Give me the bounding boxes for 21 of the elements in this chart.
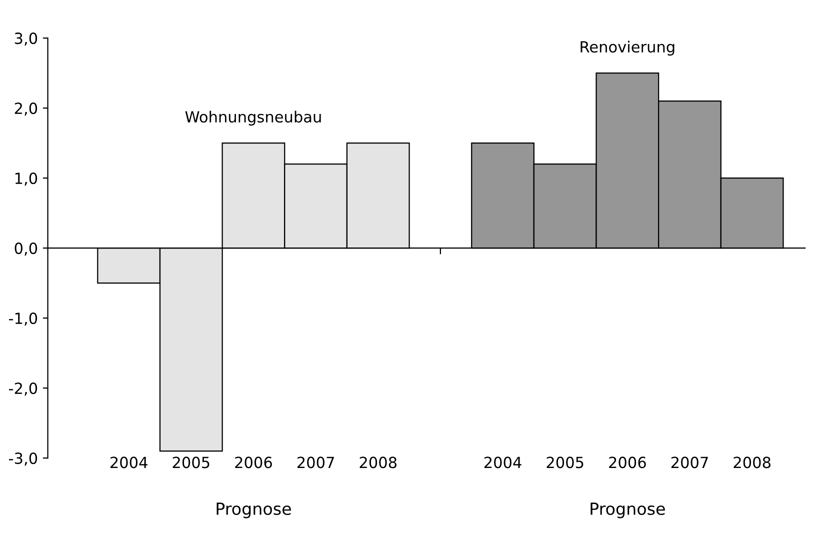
y-tick-label: -3,0 <box>9 452 38 466</box>
series-label: Renovierung <box>580 40 674 56</box>
x-tick-label: 2006 <box>609 456 646 468</box>
y-tick-label: 0,0 <box>14 242 38 256</box>
x-tick-label: 2006 <box>235 456 272 468</box>
text: Prognose <box>590 502 665 518</box>
x-tick-label: 2005 <box>172 456 210 468</box>
x-tick-label: 2007 <box>671 456 708 468</box>
x-tick-label: 2004 <box>110 456 148 468</box>
text: Prognose <box>216 502 291 518</box>
x-tick-label: 2008 <box>734 456 770 468</box>
x-tick-label: 2005 <box>546 456 584 468</box>
y-tick-label: 2,0 <box>14 102 38 116</box>
x-tick-label: 2004 <box>484 456 522 468</box>
y-tick-label: -2,0 <box>9 382 38 396</box>
series-label: Wohnungsneubau <box>185 110 321 126</box>
y-tick-label: -1,0 <box>9 312 38 326</box>
x-tick-label: 2008 <box>360 456 397 468</box>
y-tick-label: 1,0 <box>15 172 38 186</box>
y-tick-label: 3,0 <box>14 32 38 46</box>
x-tick-label: 2007 <box>297 456 334 468</box>
